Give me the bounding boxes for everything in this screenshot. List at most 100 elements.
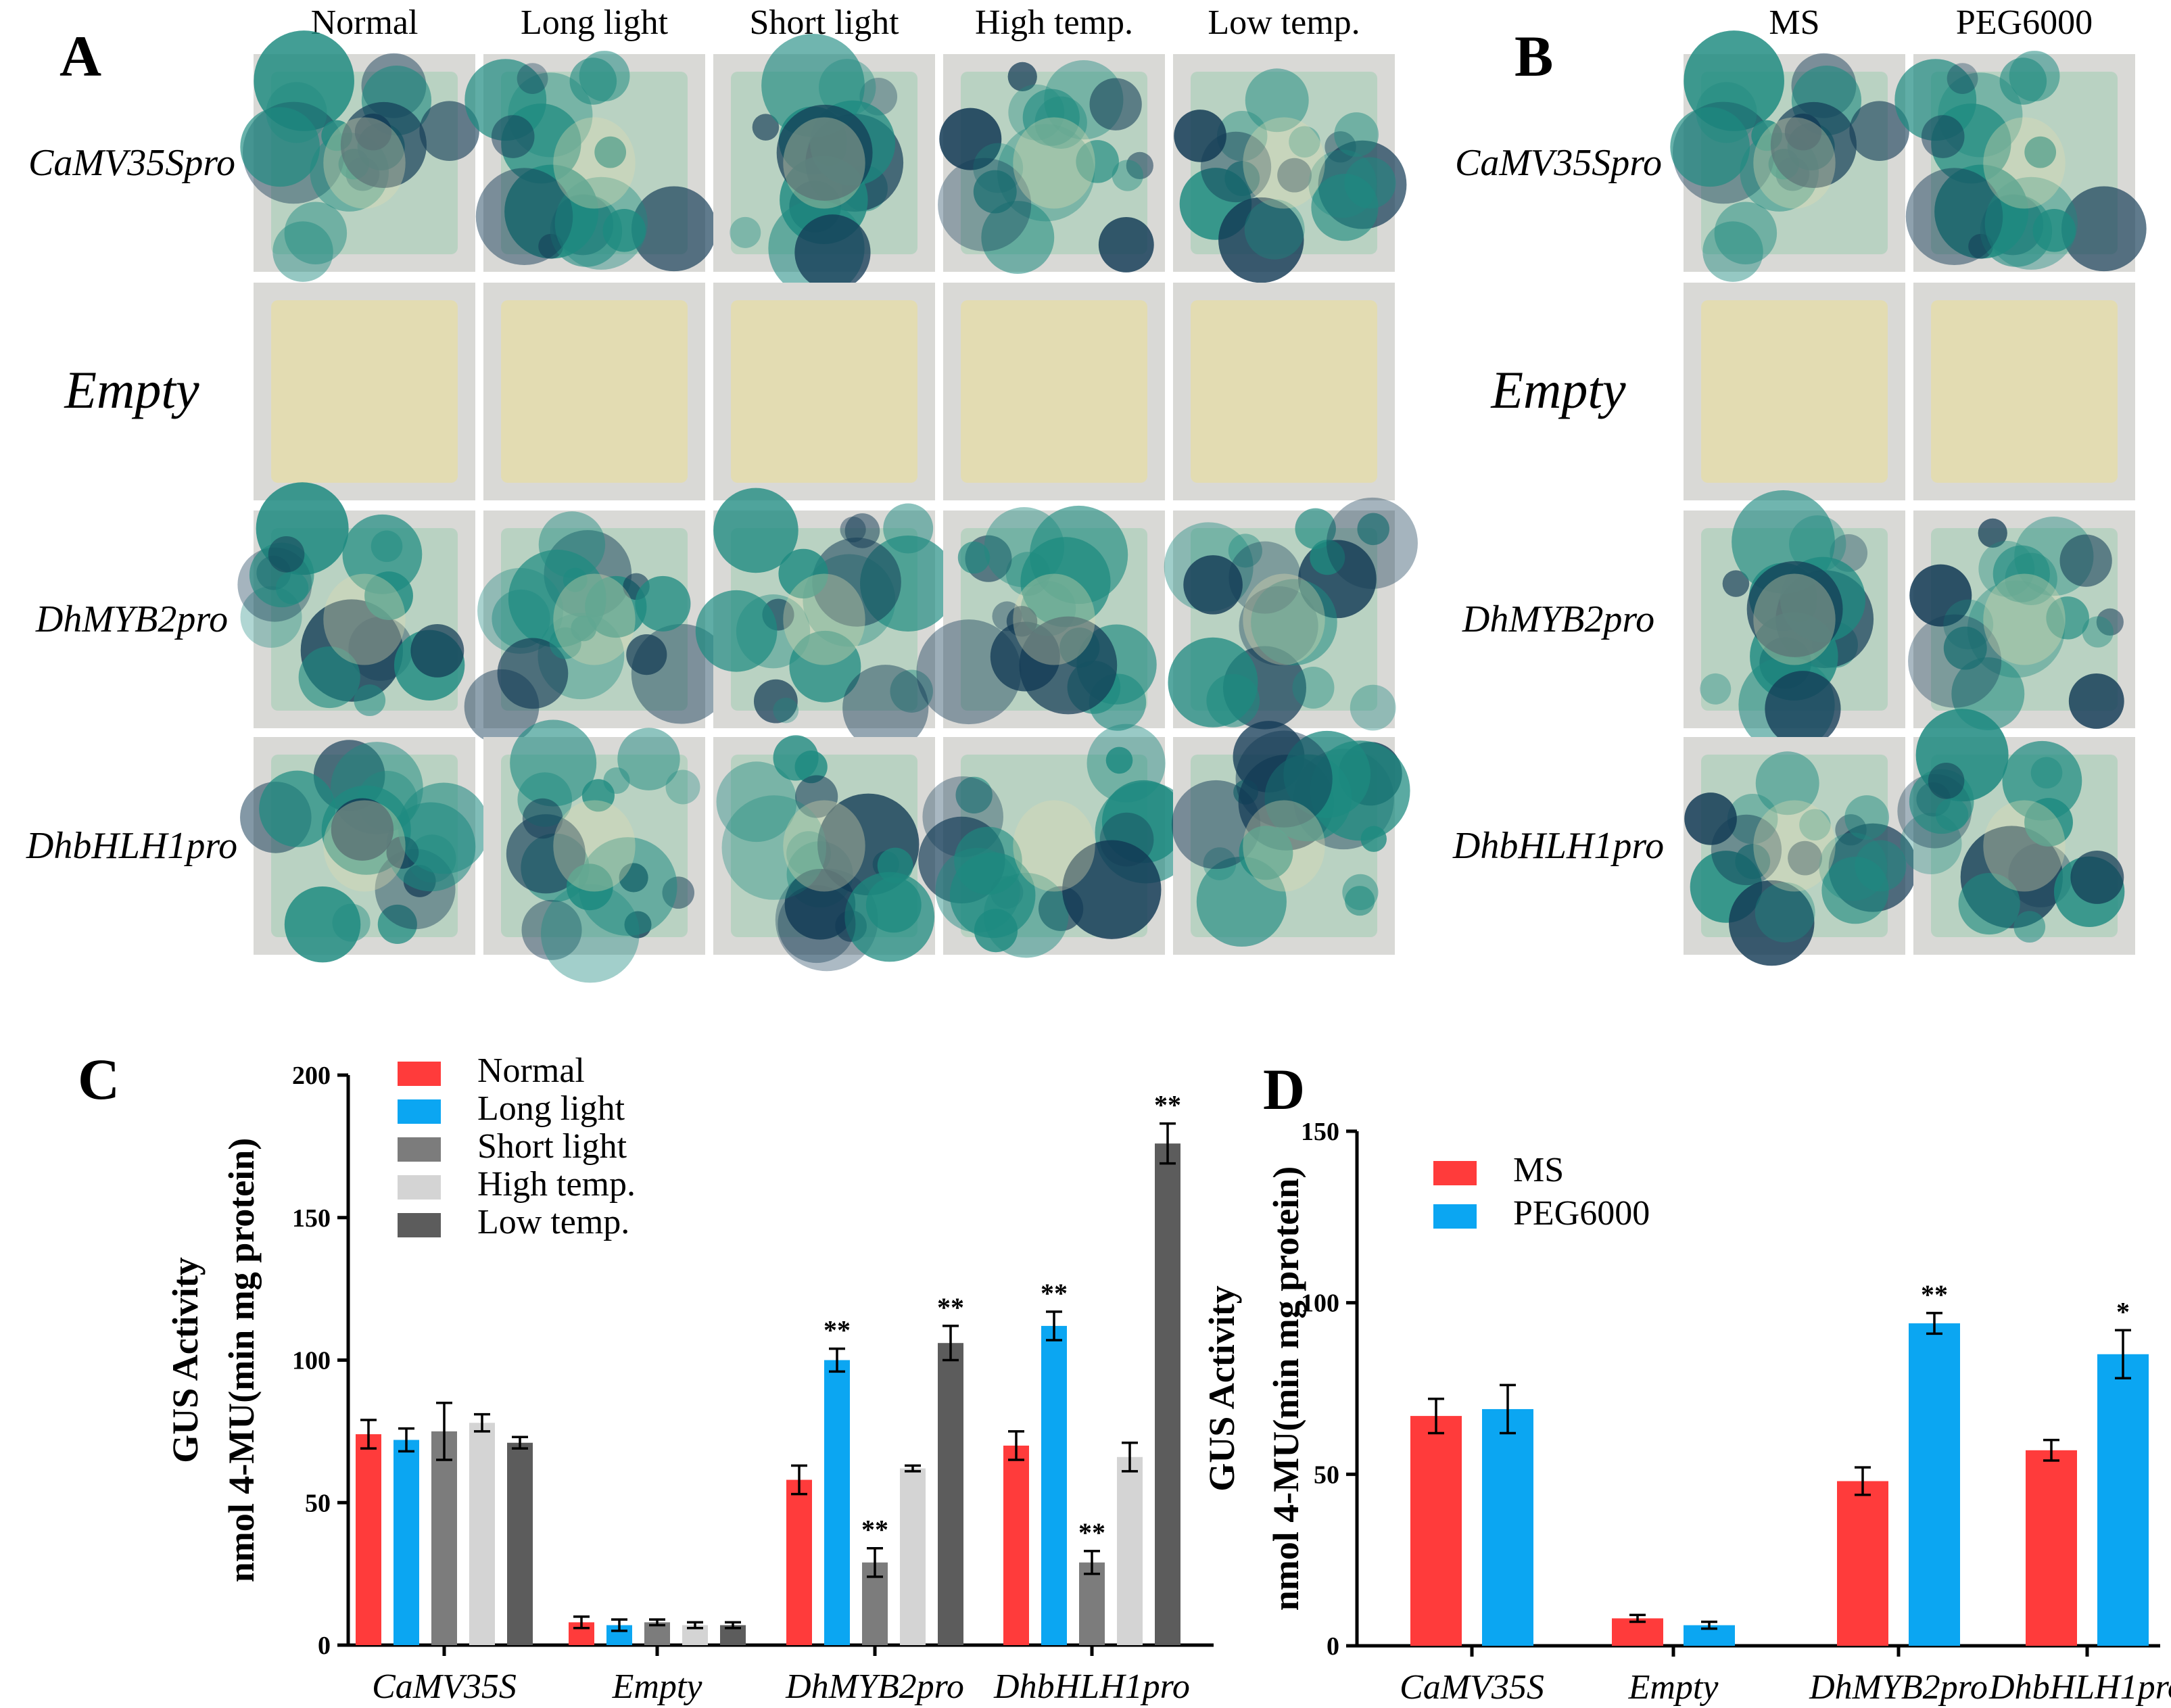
bar — [1482, 1408, 1533, 1646]
tissue-photo — [1908, 511, 2135, 731]
x-tick-label: Empty — [612, 1667, 703, 1706]
legend-label: MS — [1513, 1151, 1564, 1189]
panel-label-b: B — [1514, 24, 1553, 89]
tissue-photo — [464, 511, 732, 744]
bar — [431, 1431, 457, 1645]
y-tick-label: 50 — [305, 1489, 331, 1517]
legend-swatch — [398, 1062, 441, 1086]
row-label: DhMYB2pro — [1462, 598, 1654, 640]
bar — [1003, 1445, 1029, 1645]
bar — [824, 1360, 850, 1645]
bar — [507, 1442, 533, 1645]
row-label: Empty — [1490, 360, 1626, 419]
bar — [786, 1479, 812, 1645]
chart-c: 0 50 100 150 200 GUS Activity nmol 4-MU(min mg… — [165, 1051, 1214, 1706]
significance-marker: ** — [937, 1292, 964, 1323]
tissue-photo — [713, 283, 935, 500]
tissue-photo — [1684, 283, 1905, 500]
bar — [2026, 1450, 2077, 1646]
tissue-photo — [1173, 283, 1395, 500]
bar — [1837, 1481, 1888, 1646]
x-tick-label: DhMYB2pro — [1809, 1668, 1988, 1707]
tissue-photo — [938, 54, 1165, 275]
tissue-photo — [1670, 30, 1909, 282]
tissue-photo — [237, 482, 475, 728]
significance-marker: ** — [1921, 1279, 1948, 1310]
y-tick-label: 100 — [292, 1347, 331, 1375]
row-label: DhbHLH1pro — [26, 825, 237, 867]
significance-marker: ** — [1154, 1090, 1181, 1120]
x-tick-label: DhbHLH1pro — [993, 1667, 1190, 1706]
legend-swatch — [398, 1213, 441, 1237]
tissue-photo — [1164, 497, 1418, 731]
significance-marker: * — [2116, 1296, 2130, 1327]
panel-label-a: A — [59, 24, 101, 89]
legend-label: Low temp. — [477, 1203, 629, 1241]
tissue-photo — [240, 737, 490, 963]
y-axis-label: GUS Activity — [1201, 1285, 1242, 1492]
column-label: High temp. — [975, 3, 1133, 42]
y-tick-label: 0 — [318, 1632, 331, 1660]
row-label: CaMV35Spro — [28, 142, 235, 184]
tissue-photo — [240, 30, 479, 282]
row-label: Empty — [64, 360, 199, 419]
legend-label: Short light — [477, 1127, 627, 1166]
tissue-photo — [1894, 51, 2147, 272]
column-label: Long light — [521, 3, 669, 42]
significance-marker: ** — [1078, 1517, 1105, 1548]
bar — [1909, 1323, 1960, 1646]
column-label: Low temp. — [1208, 3, 1360, 42]
x-tick-label: DhMYB2pro — [785, 1667, 964, 1706]
panel-label-d: D — [1263, 1057, 1305, 1122]
x-tick-label: Empty — [1628, 1668, 1719, 1707]
column-label: PEG6000 — [1956, 3, 2093, 42]
column-label: MS — [1769, 3, 1819, 42]
row-label: CaMV35Spro — [1455, 142, 1662, 184]
tissue-photo — [1684, 490, 1905, 753]
bar — [1155, 1143, 1180, 1645]
legend-swatch — [398, 1175, 441, 1200]
y-axis-label: GUS Activity — [165, 1257, 206, 1463]
tissue-photo — [943, 283, 1165, 500]
legend-label: High temp. — [477, 1165, 636, 1204]
bar — [393, 1440, 419, 1645]
tissue-photo — [1684, 737, 1917, 966]
legend-label: PEG6000 — [1513, 1194, 1650, 1233]
bar — [1117, 1456, 1143, 1645]
legend-label: Normal — [477, 1051, 585, 1090]
legend-swatch — [1433, 1161, 1477, 1185]
significance-marker: ** — [1041, 1278, 1068, 1308]
column-label: Normal — [311, 3, 419, 42]
x-tick-label: CaMV35S — [1400, 1668, 1544, 1707]
tissue-photo — [464, 51, 717, 272]
row-label: DhMYB2pro — [35, 598, 228, 640]
tissue-photo — [918, 723, 1197, 958]
row-label: DhbHLH1pro — [1452, 825, 1664, 867]
y-axis-label-unit: nmol 4-MU(min mg protein) — [221, 1138, 262, 1582]
tissue-photo — [1173, 54, 1407, 283]
bar — [1041, 1325, 1067, 1645]
tissue-photo — [483, 283, 705, 500]
significance-marker: ** — [824, 1315, 851, 1346]
tissue-photo — [713, 735, 935, 972]
bar — [1079, 1562, 1105, 1645]
y-tick-label: 150 — [1301, 1118, 1339, 1146]
legend-swatch — [1433, 1204, 1477, 1229]
y-axis-label-unit: nmol 4-MU(min mg protein) — [1266, 1166, 1306, 1611]
bar — [2097, 1354, 2149, 1646]
bar — [938, 1343, 963, 1645]
x-tick-label: CaMV35S — [372, 1667, 517, 1706]
y-tick-label: 150 — [292, 1204, 331, 1233]
tissue-photo — [254, 283, 475, 500]
y-tick-label: 0 — [1327, 1632, 1339, 1661]
bar — [900, 1468, 926, 1645]
bar — [469, 1423, 495, 1645]
tissue-photo — [1913, 283, 2135, 500]
tissue-photo — [695, 488, 956, 751]
tissue-photo — [1171, 721, 1410, 955]
x-tick-label: DhbHLH1pro — [1988, 1668, 2171, 1707]
tissue-photo — [1897, 709, 2135, 955]
bar — [1410, 1416, 1462, 1646]
y-tick-label: 200 — [292, 1062, 331, 1090]
